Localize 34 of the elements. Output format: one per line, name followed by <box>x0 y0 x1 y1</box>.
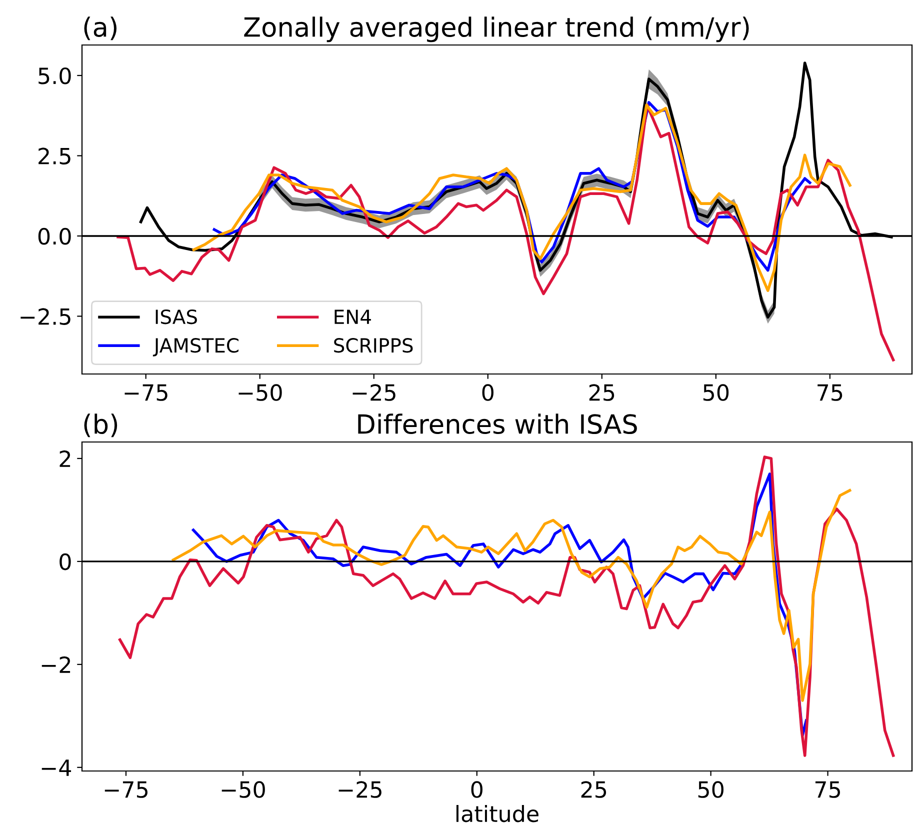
x-tick-label: 50 <box>698 781 724 798</box>
x-tick-label: 0 <box>471 781 482 798</box>
chart-title: Differences with ISAS <box>358 414 637 434</box>
x-tick-label: 50 <box>703 384 729 401</box>
x-tick-label: −25 <box>352 384 396 401</box>
line-series <box>172 489 852 702</box>
x-tick-label: 75 <box>815 781 840 798</box>
y-tick-label: 5.0 <box>38 67 71 84</box>
x-tick-label: −50 <box>238 384 282 401</box>
y-tick-label: 2 <box>60 450 70 467</box>
y-tick-label: 0 <box>60 553 71 570</box>
y-tick-label: 2.5 <box>38 148 70 164</box>
legend-label: EN4 <box>334 310 371 324</box>
x-tick-label: −75 <box>104 781 148 798</box>
text: (a) <box>84 16 116 40</box>
x-tick-label: −75 <box>124 384 168 401</box>
y-tick-label: −4 <box>42 760 72 776</box>
x-tick-label: −25 <box>338 781 382 798</box>
legend-label: JAMSTEC <box>152 338 238 356</box>
legend-label: ISAS <box>156 309 197 324</box>
x-tick-label: 25 <box>589 384 614 401</box>
x-tick-label: 75 <box>818 384 842 401</box>
text: (b) <box>84 414 118 438</box>
line-series <box>192 104 852 292</box>
x-tick-label: 0 <box>482 384 494 401</box>
chart-title: Zonally averaged linear trend (mm/yr) <box>244 16 749 42</box>
y-tick-label: −2 <box>42 656 70 673</box>
y-tick-label: 0.0 <box>38 228 71 245</box>
y-tick-label: −2.5 <box>20 308 70 325</box>
x-tick-label: 25 <box>581 781 606 798</box>
x-tick-label: −50 <box>222 781 265 798</box>
x-axis-title: latitude <box>456 805 538 822</box>
legend-label: SCRIPPS <box>334 338 413 353</box>
line-series <box>116 104 895 362</box>
